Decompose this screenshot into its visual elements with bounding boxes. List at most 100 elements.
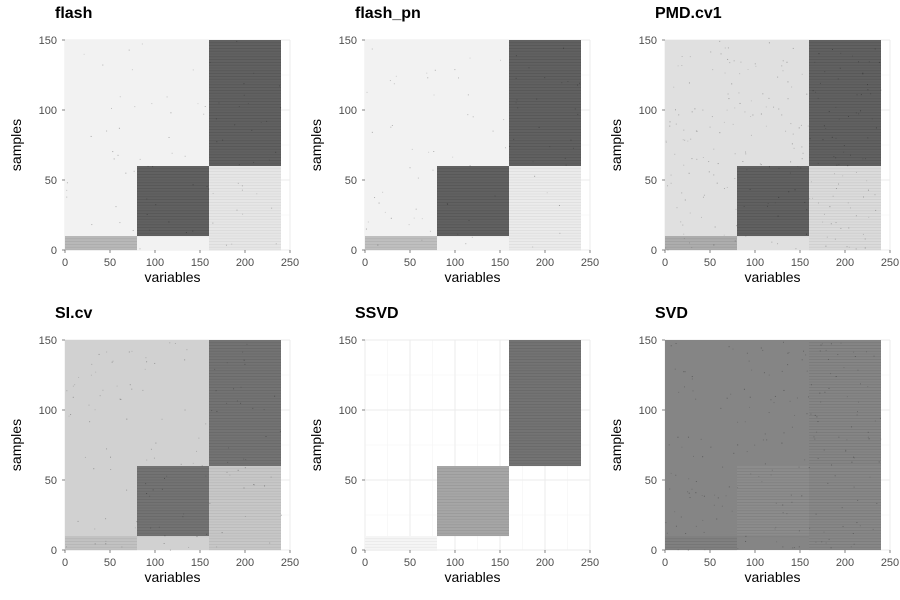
noise-cell: [790, 123, 792, 125]
y-tick-label: 100: [639, 105, 657, 117]
noise-cell: [677, 436, 679, 438]
noise-cell: [147, 165, 149, 167]
noise-cell: [840, 52, 842, 54]
noise-cell: [814, 438, 816, 440]
noise-cell: [815, 513, 817, 515]
noise-cell: [572, 147, 574, 149]
noise-cell: [760, 164, 762, 166]
noise-cell: [246, 343, 248, 345]
x-tick-label: 100: [446, 557, 464, 569]
y-tick-label: 50: [345, 475, 357, 487]
noise-layer: [665, 40, 882, 251]
noise-cell: [793, 147, 795, 149]
noise-cell: [817, 421, 819, 423]
noise-cell: [783, 432, 785, 434]
noise-cell: [835, 106, 837, 108]
noise-cell: [690, 138, 692, 140]
noise-cell: [840, 342, 842, 344]
noise-cell: [415, 208, 417, 210]
noise-cell: [457, 77, 459, 79]
noise-cell: [806, 370, 808, 372]
x-tick-label: 250: [281, 257, 299, 269]
noise-cell: [228, 447, 230, 449]
noise-cell: [260, 121, 262, 123]
noise-cell: [253, 484, 255, 486]
noise-cell: [570, 139, 572, 141]
noise-cell: [855, 171, 857, 173]
noise-cell: [812, 197, 814, 199]
noise-cell: [149, 229, 151, 231]
noise-cell: [749, 406, 751, 408]
noise-cell: [766, 439, 768, 441]
noise-cell: [146, 213, 148, 215]
noise-cell: [274, 395, 276, 397]
noise-cell: [743, 205, 745, 207]
x-tick-label: 0: [62, 557, 68, 569]
noise-cell: [737, 487, 739, 489]
noise-cell: [203, 113, 205, 115]
noise-cell: [717, 497, 719, 499]
noise-cell: [115, 206, 117, 208]
noise-cell: [734, 178, 736, 180]
noise-cell: [806, 209, 808, 211]
noise-cell: [839, 67, 841, 69]
noise-cell: [713, 148, 715, 150]
noise-cell: [150, 448, 152, 450]
noise-cell: [764, 463, 766, 465]
noise-cell: [752, 114, 754, 116]
noise-cell: [279, 430, 281, 432]
y-tick-label: 100: [639, 405, 657, 417]
x-tick-label: 200: [836, 557, 854, 569]
noise-cell: [367, 221, 369, 223]
noise-cell: [139, 158, 141, 160]
noise-cell: [833, 173, 835, 175]
heatmap-block-1: [437, 166, 509, 236]
x-tick-label: 150: [491, 557, 509, 569]
noise-cell: [734, 107, 736, 109]
noise-cell: [724, 72, 726, 74]
noise-cell: [751, 369, 753, 371]
noise-cell: [682, 139, 684, 141]
heatmap-block-2: [809, 340, 881, 466]
noise-cell: [454, 69, 456, 71]
y-tick-label: 50: [45, 175, 57, 187]
noise-cell: [847, 202, 849, 204]
noise-cell: [805, 233, 807, 235]
noise-layer: [665, 341, 882, 551]
noise-cell: [813, 436, 815, 438]
noise-cell: [845, 450, 847, 452]
noise-cell: [754, 444, 756, 446]
noise-cell: [816, 431, 818, 433]
noise-cell: [777, 243, 779, 245]
y-tick-label: 150: [639, 35, 657, 47]
noise-cell: [365, 228, 367, 230]
noise-cell: [734, 153, 736, 155]
block-texture: [209, 342, 281, 467]
y-tick-label: 50: [645, 475, 657, 487]
noise-cell: [676, 207, 678, 209]
noise-cell: [675, 109, 677, 111]
noise-cell: [750, 473, 752, 475]
noise-cell: [567, 80, 569, 82]
noise-cell: [538, 126, 540, 128]
noise-cell: [689, 56, 691, 58]
panel-title: SSVD: [355, 305, 399, 322]
noise-cell: [687, 140, 689, 142]
noise-cell: [694, 108, 696, 110]
noise-cell: [744, 111, 746, 113]
noise-cell: [695, 492, 697, 494]
x-tick-label: 0: [362, 557, 368, 569]
noise-cell: [577, 84, 579, 86]
noise-cell: [879, 417, 881, 419]
panel-4: 0 50 100 150 200 250 0 50 100 150 SSVD variables sam…: [308, 305, 599, 585]
noise-cell: [667, 185, 669, 187]
noise-cell: [789, 400, 791, 402]
noise-cell: [778, 167, 780, 169]
noise-cell: [786, 61, 788, 63]
noise-cell: [111, 107, 113, 109]
heatmap-block-3: [809, 466, 881, 550]
noise-cell: [469, 57, 471, 59]
noise-cell: [215, 390, 217, 392]
noise-cell: [149, 495, 151, 497]
noise-cell: [872, 528, 874, 530]
